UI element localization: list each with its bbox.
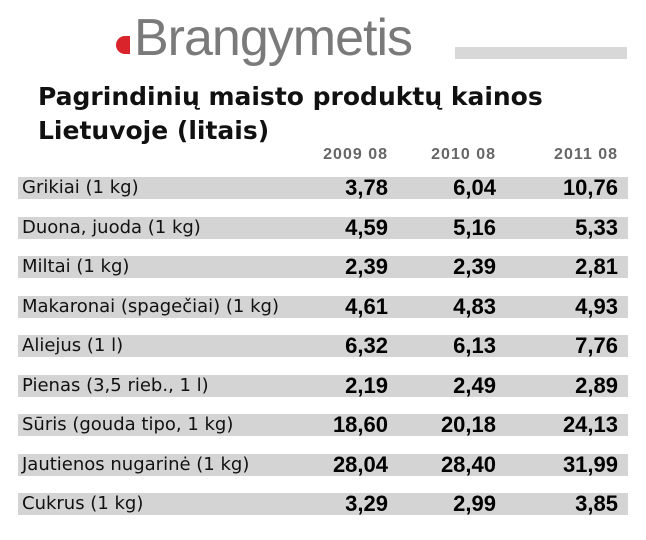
cell-value: 2,49: [453, 372, 496, 398]
row-band: [18, 453, 628, 476]
row-label: Duona, juoda (1 kg): [22, 216, 201, 238]
cell-value: 6,32: [345, 333, 388, 358]
cell-value: 6,13: [453, 333, 496, 358]
column-header: 2009 08: [323, 146, 388, 163]
row-label: Miltai (1 kg): [22, 256, 130, 277]
cell-value: 4,61: [345, 293, 388, 319]
row-label: Sūris (gouda tipo, 1 kg): [22, 414, 234, 435]
column-header: 2010 08: [431, 146, 496, 163]
row-band: [18, 177, 628, 199]
cell-value: 4,59: [345, 214, 388, 240]
cell-value: 2,89: [575, 372, 618, 398]
row-band: [18, 335, 628, 357]
cell-value: 2,99: [453, 491, 496, 516]
row-band: [18, 493, 628, 515]
cell-value: 3,85: [575, 491, 618, 516]
cell-value: 28,40: [440, 451, 496, 477]
cell-value: 5,16: [453, 214, 496, 240]
cell-value: 2,39: [345, 254, 388, 279]
cell-value: 20,18: [440, 412, 496, 437]
title-line: Lietuvoje (litais): [38, 116, 270, 145]
cell-value: 3,78: [345, 175, 388, 200]
row-label: Cukrus (1 kg): [22, 493, 144, 514]
row-label: Aliejus (1 l): [22, 335, 124, 356]
row-band: [18, 295, 628, 318]
cell-value: 31,99: [562, 451, 618, 477]
row-band: [18, 414, 628, 436]
cell-value: 24,13: [562, 412, 618, 437]
row-band: [18, 216, 628, 239]
row-label: Pienas (3,5 rieb., 1 l): [22, 374, 209, 396]
brand: Brangymetis: [134, 9, 413, 67]
cell-value: 7,76: [575, 333, 618, 358]
column-header: 2011 08: [554, 146, 618, 163]
title: Pagrindinių maisto produktų kainos Lietu…: [38, 80, 543, 148]
cell-value: 2,39: [453, 254, 496, 279]
cell-value: 18,60: [332, 412, 388, 437]
cell-value: 4,83: [453, 293, 496, 319]
title-line: Pagrindinių maisto produktų kainos: [38, 82, 543, 111]
row-label: Grikiai (1 kg): [22, 177, 139, 198]
brand-bar: [455, 47, 627, 59]
row-band: [18, 256, 628, 278]
brand-dot: [116, 36, 130, 54]
cell-value: 6,04: [453, 175, 496, 200]
cell-value: 2,19: [345, 372, 388, 398]
cell-value: 28,04: [332, 451, 388, 477]
cell-value: 10,76: [562, 175, 618, 200]
row-band: [18, 374, 628, 397]
cell-value: 4,93: [575, 293, 618, 319]
cell-value: 2,81: [575, 254, 618, 279]
cell-value: 5,33: [575, 214, 618, 240]
row-label: Jautienos nugarinė (1 kg): [22, 453, 250, 475]
cell-value: 3,29: [345, 491, 388, 516]
row-label: Makaronai (spagečiai) (1 kg): [22, 295, 279, 317]
